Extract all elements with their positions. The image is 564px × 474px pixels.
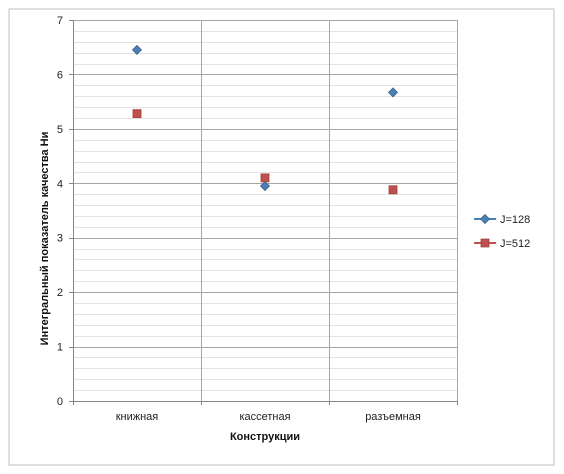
data-point-j128: [259, 180, 271, 192]
data-point-j128: [387, 87, 399, 98]
data-point-j512: [388, 185, 398, 195]
x-tick-label: книжная: [116, 411, 159, 423]
y-tick-label: 6: [57, 69, 63, 81]
x-tick-labels: книжная кассетная разъемная: [116, 411, 421, 423]
legend-item-j512: J=512: [474, 238, 530, 250]
y-tick-label: 5: [57, 124, 63, 136]
chart-border: [8, 8, 555, 466]
legend-marker-j512: [480, 238, 490, 248]
x-tick-label: разъемная: [365, 411, 421, 423]
legend-marker-j128: [479, 213, 491, 225]
legend: J=128 J=512: [474, 213, 530, 250]
x-tick-label: кассетная: [239, 411, 290, 423]
y-tick-label: 2: [57, 287, 63, 299]
y-tick-label: 4: [57, 178, 63, 190]
y-tick-label: 3: [57, 233, 63, 245]
data-point-j512: [260, 173, 270, 183]
data-points: [131, 44, 399, 195]
data-point-j512: [132, 109, 142, 119]
axes: [69, 20, 458, 405]
y-tick-label: 7: [57, 15, 63, 27]
y-axis-title: Интегральный показатель качества Hи: [39, 132, 51, 346]
y-tick-label: 1: [57, 342, 63, 354]
legend-item-j128: J=128: [474, 213, 530, 226]
legend-label-j512: J=512: [500, 238, 530, 250]
y-tick-labels: 0 1 2 3 4 5 6 7: [57, 15, 63, 408]
data-point-j128: [131, 44, 143, 56]
x-axis-title: Конструкции: [230, 431, 300, 443]
y-tick-label: 0: [57, 396, 63, 408]
legend-label-j128: J=128: [500, 214, 530, 226]
